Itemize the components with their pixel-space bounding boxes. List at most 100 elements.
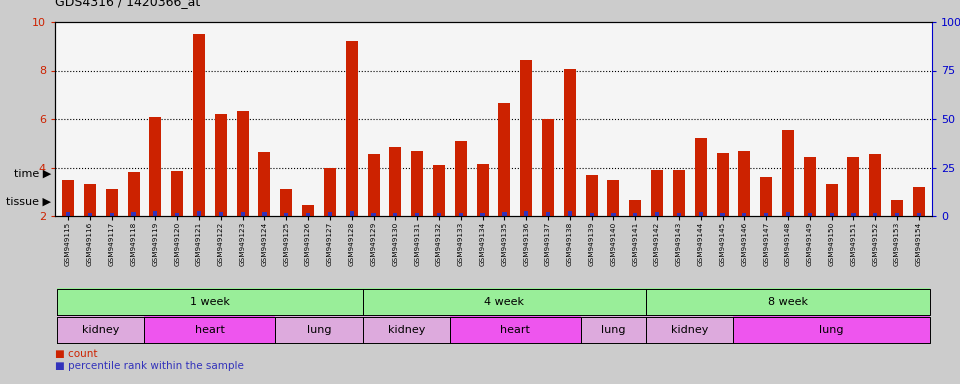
Text: GDS4316 / 1420366_at: GDS4316 / 1420366_at: [55, 0, 201, 8]
Bar: [175, 213, 180, 216]
Bar: [363, 288, 646, 316]
Bar: [786, 212, 790, 216]
Bar: [695, 138, 707, 216]
Bar: [804, 157, 816, 216]
Bar: [542, 119, 554, 216]
Bar: [782, 130, 794, 216]
Bar: [58, 288, 363, 316]
Bar: [394, 213, 397, 216]
Text: kidney: kidney: [388, 325, 425, 335]
Bar: [608, 180, 619, 216]
Bar: [646, 288, 930, 316]
Text: time ▶: time ▶: [13, 169, 51, 179]
Bar: [476, 164, 489, 216]
Bar: [807, 213, 812, 216]
Bar: [280, 189, 292, 216]
Bar: [455, 141, 467, 216]
Bar: [109, 213, 114, 216]
Bar: [852, 213, 855, 216]
Bar: [368, 154, 379, 216]
Text: tissue ▶: tissue ▶: [6, 197, 51, 207]
Bar: [363, 316, 450, 344]
Bar: [764, 213, 768, 216]
Bar: [171, 171, 183, 216]
Bar: [84, 184, 96, 216]
Bar: [586, 175, 598, 216]
Bar: [524, 211, 528, 216]
Bar: [433, 165, 444, 216]
Bar: [62, 180, 74, 216]
Bar: [154, 211, 157, 216]
Bar: [874, 213, 877, 216]
Bar: [236, 111, 249, 216]
Text: heart: heart: [195, 325, 225, 335]
Text: lung: lung: [307, 325, 331, 335]
Bar: [848, 157, 859, 216]
Bar: [306, 213, 310, 216]
Bar: [450, 316, 581, 344]
Bar: [390, 147, 401, 216]
Bar: [655, 212, 660, 216]
Bar: [262, 212, 267, 216]
Bar: [891, 200, 903, 216]
Bar: [132, 212, 135, 216]
Bar: [589, 213, 594, 216]
Bar: [677, 213, 681, 216]
Bar: [411, 151, 423, 216]
Bar: [58, 316, 144, 344]
Text: 8 week: 8 week: [768, 297, 808, 307]
Bar: [720, 213, 725, 216]
Text: 1 week: 1 week: [190, 297, 229, 307]
Bar: [651, 170, 663, 216]
Text: lung: lung: [601, 325, 626, 335]
Bar: [415, 213, 420, 216]
Bar: [502, 212, 507, 216]
Bar: [324, 167, 336, 216]
Bar: [546, 212, 550, 216]
Bar: [760, 177, 772, 216]
Bar: [634, 213, 637, 216]
Bar: [87, 213, 92, 216]
Bar: [826, 184, 838, 216]
Bar: [733, 316, 930, 344]
Bar: [738, 151, 751, 216]
Bar: [567, 211, 572, 216]
Text: ■ percentile rank within the sample: ■ percentile rank within the sample: [55, 361, 244, 371]
Bar: [498, 103, 511, 216]
Text: heart: heart: [500, 325, 530, 335]
Bar: [459, 213, 463, 216]
Bar: [895, 213, 900, 216]
Bar: [197, 211, 201, 216]
Bar: [581, 316, 646, 344]
Bar: [128, 172, 139, 216]
Bar: [284, 213, 288, 216]
Bar: [829, 213, 833, 216]
Bar: [349, 211, 354, 216]
Bar: [646, 316, 733, 344]
Text: lung: lung: [820, 325, 844, 335]
Bar: [673, 170, 684, 216]
Bar: [150, 117, 161, 216]
Bar: [699, 212, 703, 216]
Bar: [276, 316, 363, 344]
Bar: [219, 212, 223, 216]
Bar: [193, 34, 205, 216]
Bar: [716, 153, 729, 216]
Bar: [917, 213, 921, 216]
Bar: [869, 154, 881, 216]
Bar: [630, 200, 641, 216]
Bar: [241, 212, 245, 216]
Bar: [612, 213, 615, 216]
Bar: [437, 213, 441, 216]
Bar: [302, 205, 314, 216]
Bar: [372, 213, 375, 216]
Bar: [258, 152, 271, 216]
Bar: [481, 213, 485, 216]
Bar: [106, 189, 118, 216]
Bar: [520, 60, 532, 216]
Bar: [327, 212, 332, 216]
Bar: [913, 187, 924, 216]
Text: ■ count: ■ count: [55, 349, 98, 359]
Bar: [66, 212, 70, 216]
Bar: [144, 316, 276, 344]
